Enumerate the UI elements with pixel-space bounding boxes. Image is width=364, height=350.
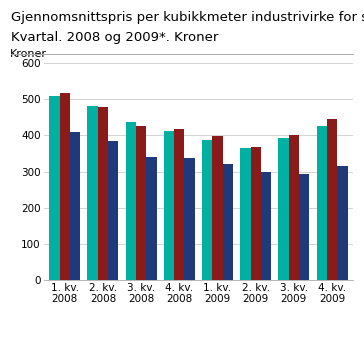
Bar	[223, 164, 233, 280]
Bar	[317, 126, 327, 280]
Bar	[146, 157, 157, 280]
Bar	[337, 166, 348, 280]
Bar	[289, 135, 299, 280]
Bar	[261, 172, 271, 280]
Bar	[240, 148, 250, 280]
Bar	[136, 126, 146, 280]
Bar	[87, 106, 98, 280]
Bar	[299, 174, 309, 280]
Bar	[327, 119, 337, 280]
Bar	[60, 93, 70, 280]
Bar	[98, 107, 108, 280]
Bar	[185, 158, 195, 280]
Bar	[250, 147, 261, 280]
Bar	[126, 122, 136, 280]
Bar	[212, 136, 223, 280]
Text: Gjennomsnittspris per kubikkmeter industrivirke for salg.: Gjennomsnittspris per kubikkmeter indust…	[11, 10, 364, 23]
Text: Kroner: Kroner	[10, 49, 47, 59]
Bar	[49, 96, 60, 280]
Bar	[164, 131, 174, 280]
Text: Kvartal. 2008 og 2009*. Kroner: Kvartal. 2008 og 2009*. Kroner	[11, 32, 218, 44]
Bar	[108, 141, 118, 280]
Bar	[174, 129, 185, 280]
Bar	[278, 138, 289, 280]
Bar	[202, 140, 212, 280]
Bar	[70, 132, 80, 280]
